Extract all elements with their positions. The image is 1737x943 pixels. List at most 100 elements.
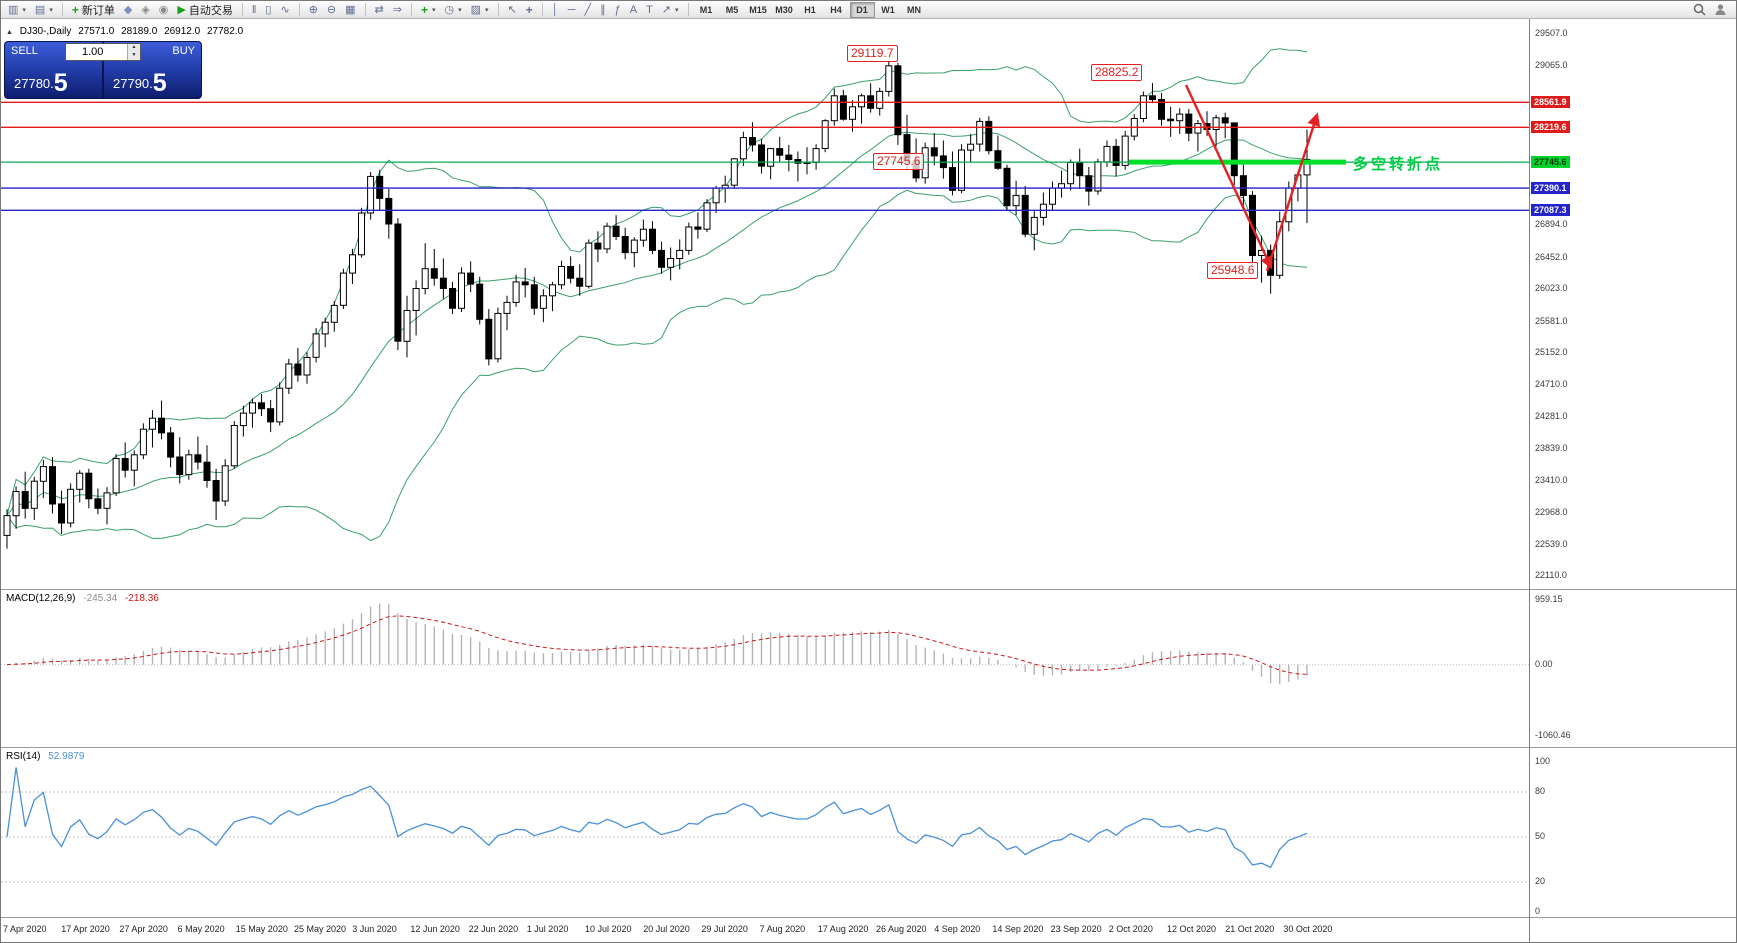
rsi-axis-label: 80	[1535, 786, 1546, 796]
price-annotation[interactable]: 27745.6	[873, 153, 925, 170]
templates-icon: ▨	[470, 3, 482, 16]
volume-down-button[interactable]: ▼	[128, 52, 140, 60]
timeframe-m5-button[interactable]: M5	[720, 2, 745, 18]
bars-chart-button[interactable]: ‖	[248, 2, 261, 18]
fibonacci-button[interactable]: ƒ	[611, 2, 625, 18]
label-button[interactable]: T	[642, 2, 657, 18]
trend-arrow-2[interactable]	[1265, 112, 1321, 272]
expert-advisors-icon: ◆	[123, 3, 133, 16]
volume-up-button[interactable]: ▲	[128, 44, 140, 52]
vertical-line-button[interactable]: │	[548, 2, 563, 18]
line-chart-button[interactable]: ∿	[276, 2, 293, 18]
dropdown-arrow-icon: ▾	[49, 6, 53, 14]
channel-button[interactable]: ∥	[596, 2, 610, 18]
tile-windows-button[interactable]: ▦	[341, 2, 359, 18]
auto-trading-button[interactable]: ▶ 自动交易	[173, 2, 236, 18]
price-annotation[interactable]: 29119.7	[847, 45, 898, 62]
symbol-ohlc-line: ▲ DJ30-,Daily 27571.0 28189.0 26912.0 27…	[6, 26, 247, 37]
cursor-button[interactable]: ↖	[504, 2, 521, 18]
macd-pane[interactable]: MACD(12,26,9) -245.34 -218.36	[1, 589, 1736, 747]
price-annotation[interactable]: 25948.6	[1207, 262, 1259, 279]
trendline-icon: ╱	[584, 3, 592, 16]
price-axis-label: 23839.0	[1535, 443, 1568, 454]
auto-scroll-button[interactable]: ⇄	[371, 2, 388, 18]
price-tag: 27745.6	[1531, 156, 1570, 169]
candlestick-chart[interactable]	[1, 19, 1529, 589]
price-axis-label: 22968.0	[1535, 507, 1568, 518]
price-annotation[interactable]: 28825.2	[1091, 64, 1143, 81]
timeframe-d1-button[interactable]: D1	[849, 1, 875, 18]
macd-signal-value: -218.36	[124, 593, 159, 604]
time-axis-label: 1 Jul 2020	[526, 924, 569, 934]
crosshair-button[interactable]: +	[522, 2, 537, 18]
text-button[interactable]: A	[626, 2, 641, 18]
price-axis-label: 26023.0	[1535, 283, 1568, 294]
bars-chart-icon: ‖	[251, 3, 257, 16]
buy-button[interactable]: BUY 27790. 5	[103, 41, 202, 99]
horizontal-line-button[interactable]: ─	[564, 2, 580, 18]
macd-histogram	[15, 603, 1308, 685]
templates-button[interactable]: ▨ ▾	[467, 2, 493, 18]
community-button[interactable]	[1714, 3, 1727, 16]
candles-chart-icon: ▯	[265, 3, 272, 16]
price-axis-label: 24710.0	[1535, 379, 1568, 390]
macd-value: -245.34	[83, 593, 118, 604]
new-chart-icon: ▥	[8, 3, 19, 16]
rsi-pane[interactable]: RSI(14) 52.9879	[1, 747, 1736, 917]
buy-price-big-digit: 5	[152, 69, 167, 97]
profiles-icon: ▤	[34, 3, 46, 16]
timeframe-m15-button[interactable]: M15	[746, 2, 771, 18]
shapes-button[interactable]: ↗ ▾	[658, 2, 683, 18]
volume-input[interactable]: 1.00 ▲ ▼	[65, 43, 141, 61]
sell-label: SELL	[11, 45, 38, 57]
timeframe-mn-button[interactable]: MN	[902, 2, 927, 18]
search-button[interactable]	[1693, 3, 1706, 16]
indicators-button[interactable]: + ▾	[417, 2, 440, 18]
rsi-axis-label: 100	[1535, 756, 1551, 766]
rsi-value: 52.9879	[48, 751, 85, 762]
zoom-in-button[interactable]: ⊕	[305, 2, 322, 18]
rsi-label: RSI(14) 52.9879	[6, 751, 89, 762]
macd-signal-line	[6, 615, 1308, 675]
toolbar: ▥ ▾ ▤ ▾ + 新订单 ◆ ◈ ◉ ▶ 自动交易 ‖ ▯ ∿ ⊕ ⊖ ▦ ⇄ ⇒ + ▾ ◷ ▾ ▨ ▾ ↖ + │ ─ ╱ ∥ ƒ A T ↗…	[1, 1, 1736, 19]
shapes-icon: ↗	[661, 3, 672, 16]
time-axis-label: 25 May 2020	[294, 924, 347, 934]
timeframe-h4-button[interactable]: H4	[824, 2, 849, 18]
time-axis-label: 17 Apr 2020	[61, 924, 110, 934]
market-button[interactable]: ◈	[137, 2, 153, 18]
trend-arrow-1[interactable]	[1184, 84, 1273, 270]
horizontal-line-icon: ─	[567, 3, 576, 16]
zoom-out-button[interactable]: ⊖	[323, 2, 340, 18]
time-axis-label: 7 Apr 2020	[3, 924, 47, 934]
price-axis-label: 22110.0	[1535, 570, 1567, 580]
bollinger-upper-band	[6, 48, 1308, 516]
volume-value: 1.00	[82, 46, 104, 58]
price-axis: 29507.0 29065.0 26894.0 26452.0 26023.0 25581…	[1529, 19, 1736, 942]
timeframe-m1-button[interactable]: M1	[694, 2, 719, 18]
candles-chart-button[interactable]: ▯	[261, 2, 275, 18]
time-axis-label: 26 Aug 2020	[876, 924, 927, 934]
dropdown-arrow-icon: ▾	[458, 6, 462, 14]
timeframe-m30-button[interactable]: M30	[772, 2, 797, 18]
signals-button[interactable]: ◉	[155, 2, 173, 18]
time-axis-label: 2 Oct 2020	[1108, 924, 1153, 934]
time-axis[interactable]: 7 Apr 2020 17 Apr 2020 27 Apr 2020 6 May 20…	[1, 917, 1736, 942]
new-order-button[interactable]: + 新订单	[68, 2, 119, 18]
trendline-button[interactable]: ╱	[580, 2, 595, 18]
expert-advisors-button[interactable]: ◆	[120, 2, 136, 18]
profiles-button[interactable]: ▤ ▾	[31, 2, 57, 18]
fibonacci-icon: ƒ	[614, 3, 621, 16]
timeframe-h1-button[interactable]: H1	[798, 2, 823, 18]
note-text[interactable]: 多空转折点	[1353, 156, 1444, 173]
main-chart-pane[interactable]: ▲ DJ30-,Daily 27571.0 28189.0 26912.0 27…	[1, 19, 1529, 589]
indicators-icon: +	[420, 2, 428, 17]
search-icon	[1693, 3, 1706, 16]
chart-shift-button[interactable]: ⇒	[389, 2, 406, 18]
oct-collapse-icon[interactable]: ▲	[6, 29, 13, 36]
candles-layer	[3, 61, 1311, 549]
new-chart-button[interactable]: ▥ ▾	[4, 2, 30, 18]
time-axis-label: 6 May 2020	[177, 924, 225, 934]
periods-button[interactable]: ◷ ▾	[441, 2, 466, 18]
timeframe-w1-button[interactable]: W1	[876, 2, 901, 18]
rsi-axis-label: 20	[1535, 876, 1546, 886]
